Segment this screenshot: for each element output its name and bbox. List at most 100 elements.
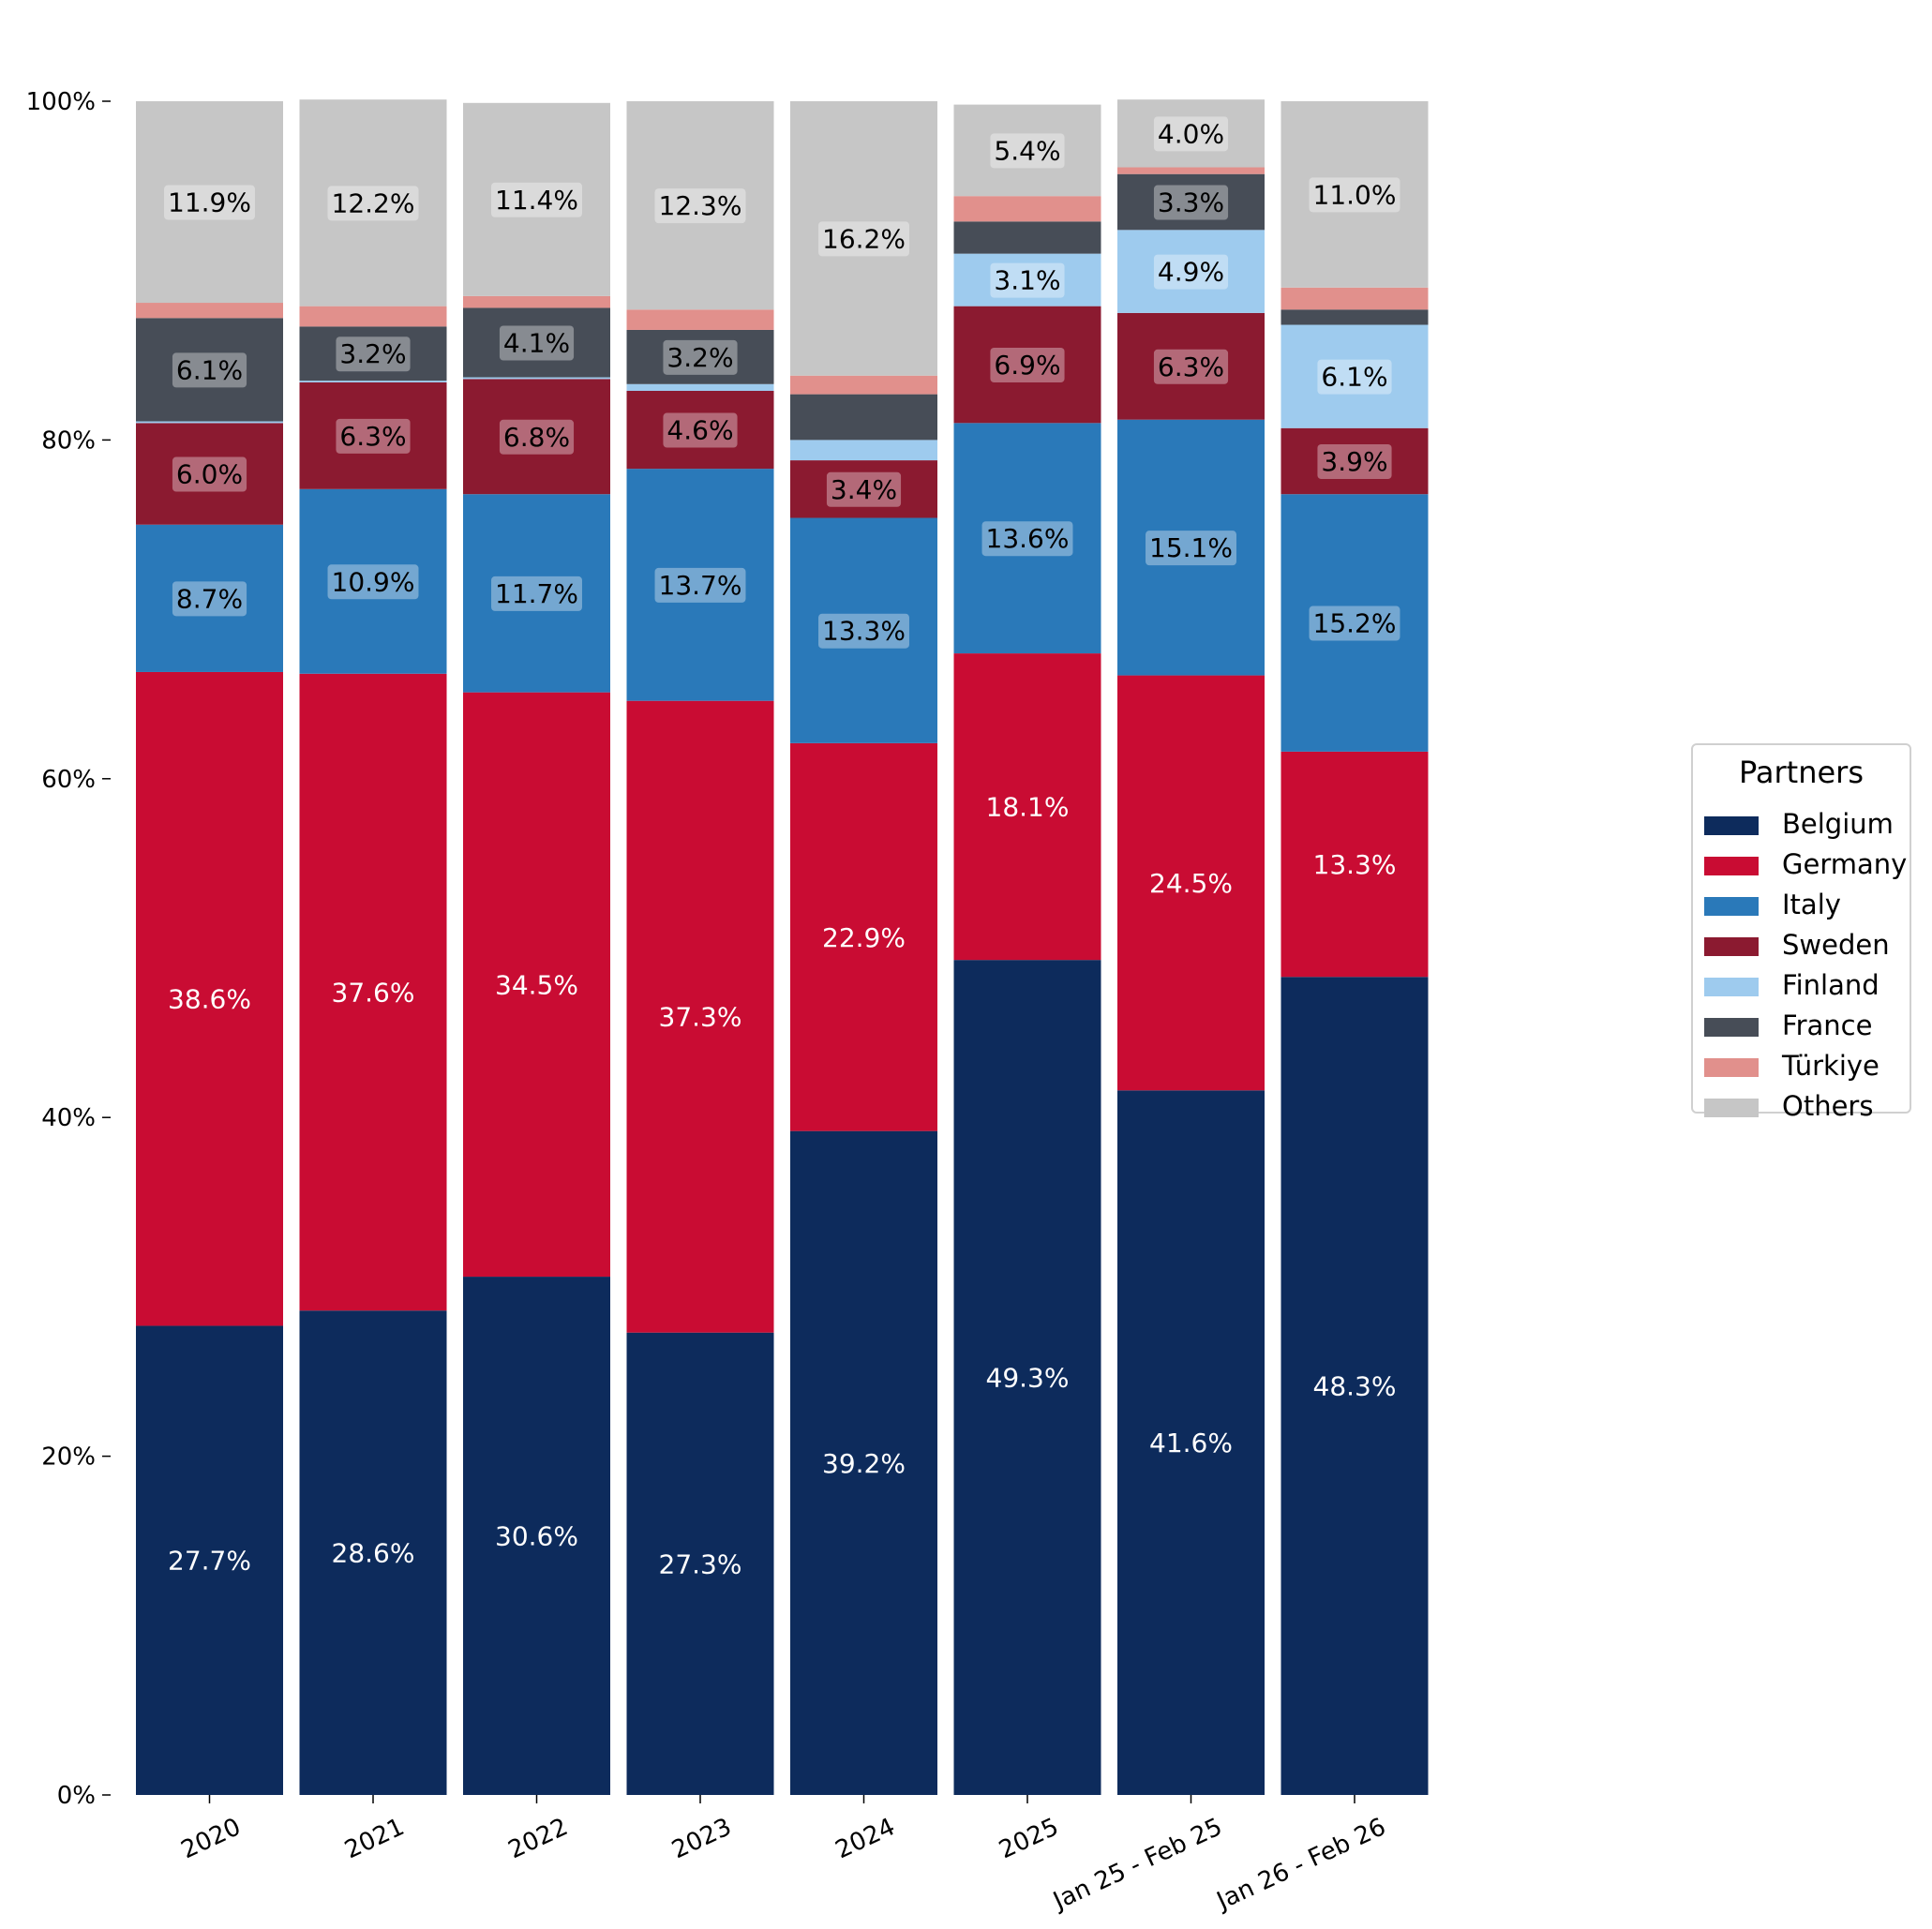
data-label: 6.3% <box>339 421 406 452</box>
data-label: 3.3% <box>1158 187 1224 218</box>
bar-segment <box>1117 675 1265 1091</box>
bar-segment <box>953 104 1101 197</box>
bar-segment <box>790 375 937 395</box>
bar-segment <box>1281 287 1429 310</box>
data-label: 6.8% <box>503 422 570 453</box>
bar-segment <box>136 421 283 424</box>
data-label-background <box>990 262 1065 298</box>
data-label-background <box>172 352 247 388</box>
bar-segment <box>299 1310 447 1795</box>
bar-segment <box>463 377 610 380</box>
legend-label: Türkiye <box>1782 1050 1880 1082</box>
data-label: 3.9% <box>1321 446 1387 477</box>
bar-segment <box>626 101 774 310</box>
bar-segment <box>299 99 447 307</box>
bar-segment <box>953 221 1101 254</box>
data-label: 13.3% <box>1313 849 1397 880</box>
bar-segment <box>626 383 774 391</box>
bar-segment <box>953 960 1101 1795</box>
data-label: 4.0% <box>1158 118 1224 149</box>
legend-item: Sweden <box>1704 926 1906 966</box>
bar-segment <box>626 1332 774 1795</box>
data-label-background <box>663 412 738 448</box>
x-tick-label: 2024 <box>831 1813 900 1864</box>
data-label: 11.0% <box>1313 179 1397 210</box>
bar-segment <box>136 101 283 304</box>
data-label-background <box>654 188 746 224</box>
bar-segment <box>790 394 937 441</box>
bar-segment <box>790 1130 937 1795</box>
data-label: 11.9% <box>168 187 251 218</box>
data-label: 6.1% <box>1321 362 1387 393</box>
legend-item: Belgium <box>1704 805 1906 845</box>
bar-segment <box>1117 173 1265 231</box>
data-label-background <box>164 185 255 220</box>
x-tick-label: 2023 <box>667 1813 736 1864</box>
bar-segment <box>953 196 1101 222</box>
bar-segment <box>463 295 610 308</box>
data-label-background <box>327 186 419 221</box>
data-label-background <box>336 418 411 454</box>
data-label: 24.5% <box>1149 868 1233 899</box>
bar-segment <box>1281 309 1429 325</box>
data-label-background <box>990 133 1065 169</box>
data-label: 28.6% <box>332 1538 415 1569</box>
legend-item: Others <box>1704 1087 1906 1128</box>
data-label: 4.9% <box>1158 257 1224 288</box>
data-label: 18.1% <box>986 792 1070 823</box>
bar-segment <box>463 692 610 1278</box>
data-label-background <box>1317 443 1392 479</box>
data-label: 22.9% <box>822 922 906 953</box>
bar-stack <box>136 101 283 1795</box>
legend-swatch <box>1704 897 1759 916</box>
legend-label: Germany <box>1782 848 1908 880</box>
x-tick-label: Jan 26 - Feb 26 <box>1211 1813 1390 1916</box>
data-label: 3.2% <box>339 338 406 369</box>
data-label-background <box>1153 116 1229 152</box>
data-label-background <box>491 576 582 611</box>
bar-segment <box>626 390 774 470</box>
data-label-background <box>172 581 247 617</box>
data-label-background <box>1317 359 1392 395</box>
bar-segment <box>1117 1090 1265 1795</box>
y-tick-label: 20% <box>41 1443 96 1472</box>
legend-label: Finland <box>1782 969 1880 1001</box>
data-label: 13.7% <box>659 570 742 601</box>
data-label: 6.3% <box>1158 351 1224 382</box>
legend-swatch <box>1704 937 1759 956</box>
data-label-background <box>1146 531 1236 566</box>
bar-segment <box>1281 427 1429 495</box>
bar-segment <box>136 318 283 422</box>
x-tick-label: Jan 25 - Feb 25 <box>1047 1813 1226 1916</box>
legend: Partners Belgium Germany Italy Sweden Finlan… <box>1691 743 1911 1122</box>
data-label-background <box>499 325 575 361</box>
bar-segment <box>953 423 1101 654</box>
legend-label: France <box>1782 1009 1873 1041</box>
data-label: 5.4% <box>994 135 1060 166</box>
bar-segment <box>463 307 610 378</box>
data-label-background <box>1153 254 1229 290</box>
data-label: 27.7% <box>168 1546 251 1577</box>
bar-segment <box>299 381 447 382</box>
bar-segment <box>463 379 610 495</box>
bar-segment <box>790 101 937 376</box>
data-label: 49.3% <box>986 1363 1070 1394</box>
bar-stack <box>790 101 937 1795</box>
legend-swatch <box>1704 1099 1759 1117</box>
bar-stack <box>1281 101 1429 1795</box>
data-label: 4.1% <box>503 327 570 358</box>
data-label-background <box>818 221 909 257</box>
bar-segment <box>626 469 774 701</box>
data-label: 37.3% <box>659 1002 742 1033</box>
bar-segment <box>1117 312 1265 420</box>
legend-label: Belgium <box>1782 808 1894 840</box>
data-label: 41.6% <box>1149 1428 1233 1458</box>
data-label: 48.3% <box>1313 1371 1397 1402</box>
y-axis: 0% 20% 40% 60% 80% 100% <box>26 88 111 1810</box>
data-label: 15.2% <box>1313 608 1397 639</box>
data-label: 13.3% <box>822 616 906 647</box>
bar-stack <box>463 102 610 1795</box>
data-label: 15.1% <box>1149 532 1233 563</box>
legend-swatch <box>1704 978 1759 996</box>
